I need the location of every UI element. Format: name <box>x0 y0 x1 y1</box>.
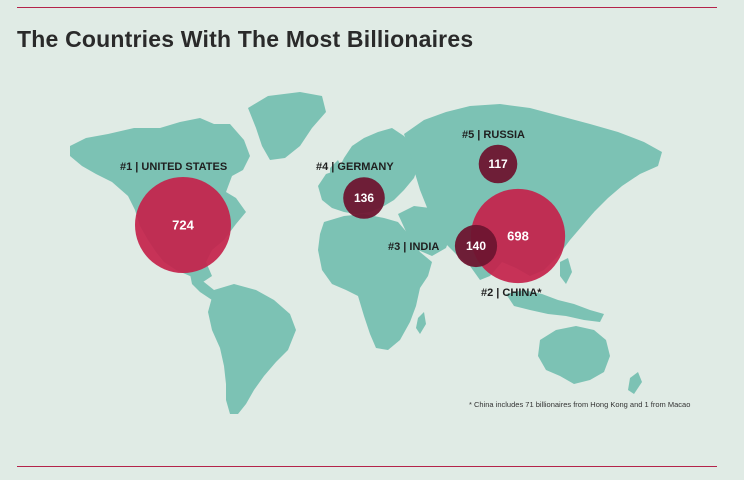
bottom-rule <box>17 466 717 467</box>
philippines-landmass <box>560 258 572 284</box>
madagascar-landmass <box>416 312 426 334</box>
bubble-value-united-states: 724 <box>172 218 194 233</box>
southeast-asia-islands <box>506 290 604 322</box>
bubble-value-russia: 117 <box>488 157 508 171</box>
footnote: * China includes 71 billionaires from Ho… <box>469 400 691 409</box>
bubble-germany <box>343 177 385 219</box>
country-label-india: #3 | INDIA <box>388 241 439 253</box>
top-rule <box>17 7 717 8</box>
country-label-united-states: #1 | UNITED STATES <box>120 161 227 173</box>
bubble-value-india: 140 <box>466 239 486 253</box>
bubble-russia <box>478 144 518 184</box>
greenland-landmass <box>248 92 326 160</box>
bubble-china <box>470 188 566 284</box>
japan-landmass <box>580 188 598 220</box>
british-isles-landmass <box>330 160 342 182</box>
bubble-united-states <box>135 177 231 273</box>
australia-landmass <box>538 326 610 384</box>
country-label-china: #2 | CHINA* <box>481 287 542 299</box>
europe-landmass <box>318 128 420 214</box>
bubble-layer: 724 698 140 136 117 <box>135 144 566 284</box>
country-label-germany: #4 | GERMANY <box>316 161 394 173</box>
country-label-layer: #1 | UNITED STATES #2 | CHINA* #3 | INDIA #… <box>120 129 542 299</box>
new-zealand-landmass <box>628 372 642 394</box>
bubble-india <box>454 224 498 268</box>
africa-landmass <box>318 214 432 350</box>
south-america-landmass <box>208 284 296 414</box>
bubble-value-china: 698 <box>507 229 529 244</box>
bubble-value-germany: 136 <box>354 191 374 205</box>
country-label-russia: #5 | RUSSIA <box>462 129 525 141</box>
page-title: The Countries With The Most Billionaires <box>17 26 474 52</box>
